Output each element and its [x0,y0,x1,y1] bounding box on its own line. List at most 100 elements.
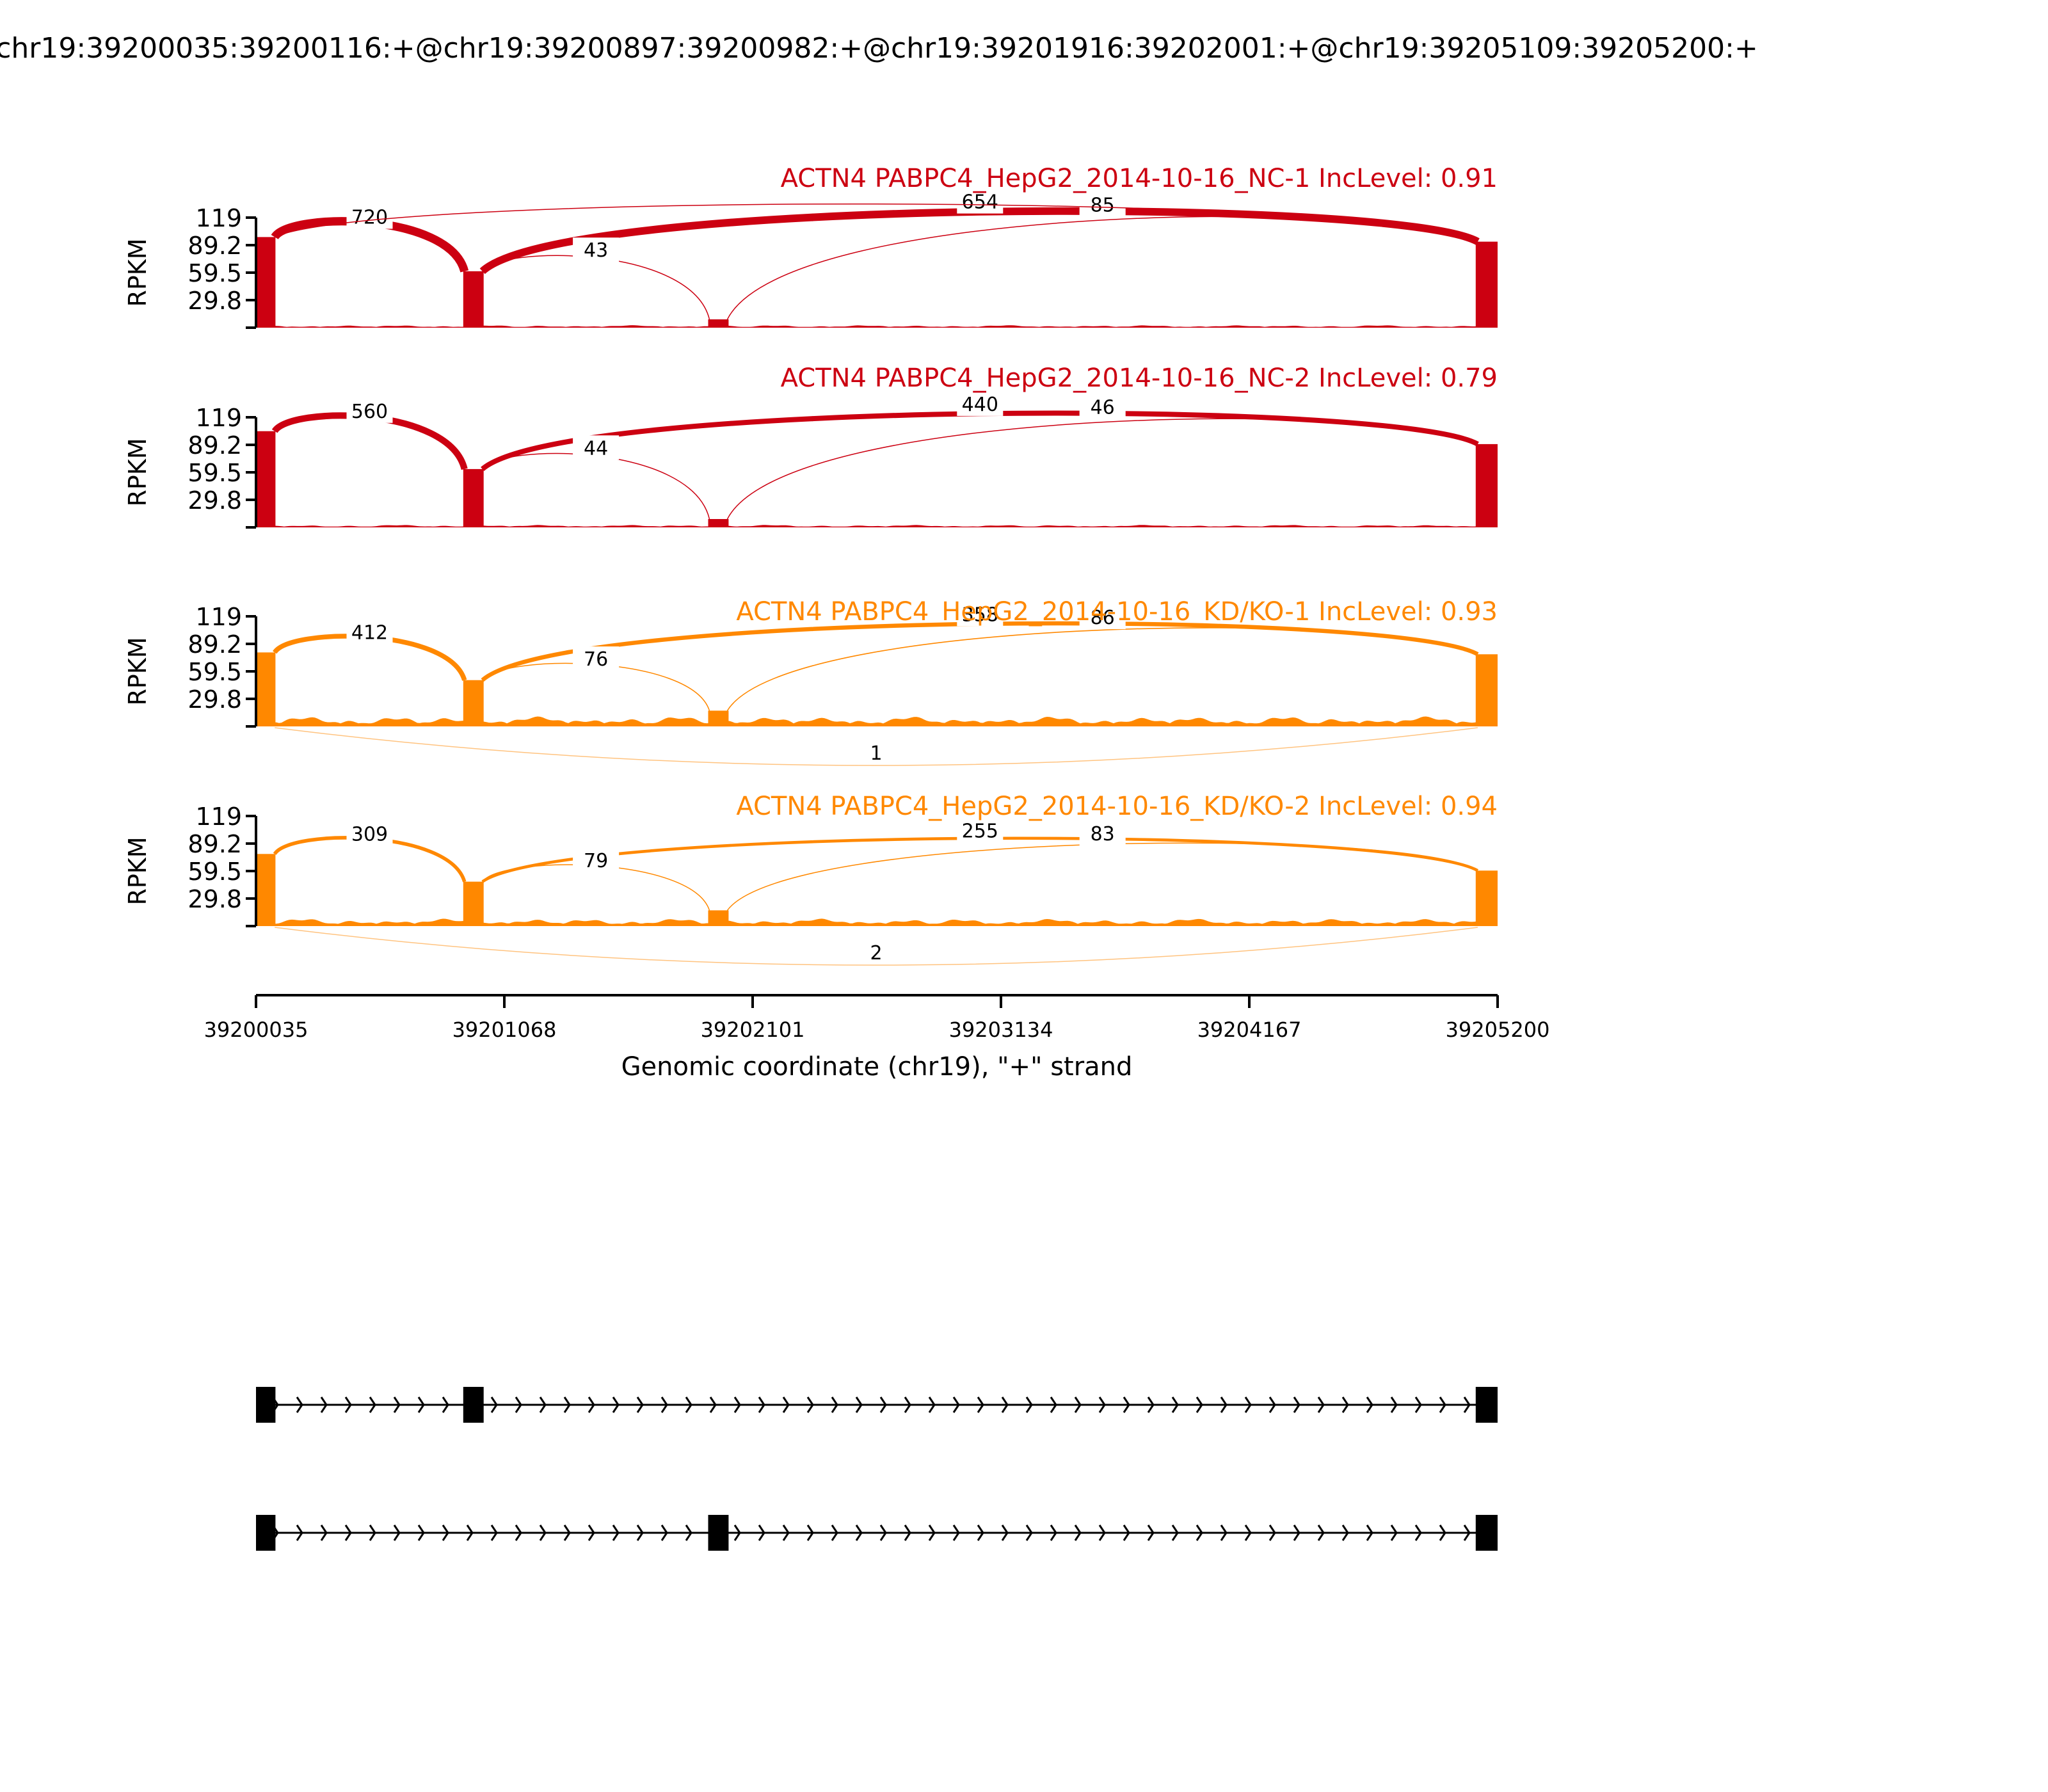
junction-count-label: 412 [351,622,388,644]
exon-coverage-bar [708,519,729,527]
strand-arrow [660,1396,668,1413]
x-tick-label: 39203134 [949,1018,1053,1042]
strand-arrow [1463,1396,1471,1413]
junction-count-label: 44 [584,437,608,460]
strand-arrow [1293,1396,1300,1413]
junction-count-label: 560 [351,401,388,423]
y-axis-label: RPKM [124,438,152,506]
exon-coverage-bar [256,854,276,926]
strand-arrow [1390,1396,1398,1413]
y-tick-label: 119 [195,404,242,432]
strand-arrow [1220,1396,1228,1413]
junction-count-bg [957,391,1004,416]
exon-coverage-bar [1475,444,1498,527]
strand-arrow [1147,1524,1155,1541]
strand-arrow [344,1396,352,1413]
strand-arrow [733,1396,741,1413]
junction-count-bg [346,204,393,229]
strand-arrow [1366,1396,1373,1413]
strand-arrow [1171,1396,1179,1413]
strand-arrow [831,1396,838,1413]
x-tick-label: 39204167 [1197,1018,1302,1042]
background-coverage [256,918,1498,926]
strand-arrow [393,1396,401,1413]
strand-arrow [515,1396,522,1413]
strand-arrow [369,1524,376,1541]
exon-coverage-bar [708,319,729,328]
junction-count-bg [573,646,620,671]
exon-block [463,1387,484,1423]
exon-block [1475,1515,1498,1551]
strand-arrow [952,1524,960,1541]
x-tick-label: 39205200 [1446,1018,1550,1042]
junction-count-label: 76 [584,648,608,671]
strand-arrow [782,1524,790,1541]
strand-arrow [466,1524,474,1541]
strand-arrow [563,1396,571,1413]
junction-arc [726,627,1478,711]
strand-arrow [1317,1396,1325,1413]
strand-arrow [442,1524,449,1541]
strand-arrow [1025,1396,1033,1413]
strand-arrow [1001,1524,1009,1541]
strand-arrow [1123,1396,1130,1413]
junction-count-label: 358 [962,604,998,626]
y-tick-label: 89.2 [188,830,242,858]
strand-arrow [1366,1524,1373,1541]
strand-arrow [1317,1524,1325,1541]
strand-arrow [733,1524,741,1541]
y-tick-label: 29.8 [188,685,242,714]
junction-arc [275,727,1478,766]
exon-block [256,1515,276,1551]
background-coverage [256,716,1498,726]
junction-count-bg [1079,394,1126,419]
exon-coverage-bar [256,652,276,726]
strand-arrow [879,1396,887,1413]
junction-arc [726,418,1478,520]
junction-arc [479,207,1480,275]
strand-arrow [806,1396,814,1413]
strand-arrow [782,1396,790,1413]
junction-count-label: 2 [870,942,883,964]
exon-block [708,1515,729,1551]
junction-arc [481,410,1479,471]
strand-arrow [1414,1524,1422,1541]
y-tick-label: 89.2 [188,630,242,659]
y-tick-label: 59.5 [188,658,242,686]
strand-arrow [904,1396,911,1413]
y-axis-label: RPKM [124,238,152,307]
exon-coverage-bar [708,910,729,926]
strand-arrow [1439,1524,1446,1541]
strand-arrow [1414,1396,1422,1413]
y-tick-label: 89.2 [188,431,242,460]
junction-arc [482,452,710,520]
y-axis-label: RPKM [124,637,152,705]
strand-arrow [442,1396,449,1413]
strand-arrow [393,1524,401,1541]
exon-block [256,1387,276,1423]
strand-arrow [588,1396,595,1413]
strand-arrow [515,1524,522,1541]
junction-count-bg [1079,821,1126,846]
y-tick-label: 119 [195,204,242,232]
strand-arrow [1390,1524,1398,1541]
junction-count-label: 43 [584,239,608,262]
strand-arrow [539,1396,547,1413]
strand-arrow [1098,1396,1106,1413]
junction-count-label: 255 [962,820,998,842]
x-tick-label: 39202101 [701,1018,805,1042]
strand-arrow [977,1524,984,1541]
strand-arrow [1439,1396,1446,1413]
strand-arrow [296,1524,303,1541]
strand-arrow [928,1524,936,1541]
junction-count-bg [346,620,393,644]
strand-arrow [1268,1524,1276,1541]
junction-count-bg [853,740,900,765]
strand-arrow [1293,1524,1300,1541]
strand-arrow [1268,1396,1276,1413]
junction-arc [271,412,468,470]
